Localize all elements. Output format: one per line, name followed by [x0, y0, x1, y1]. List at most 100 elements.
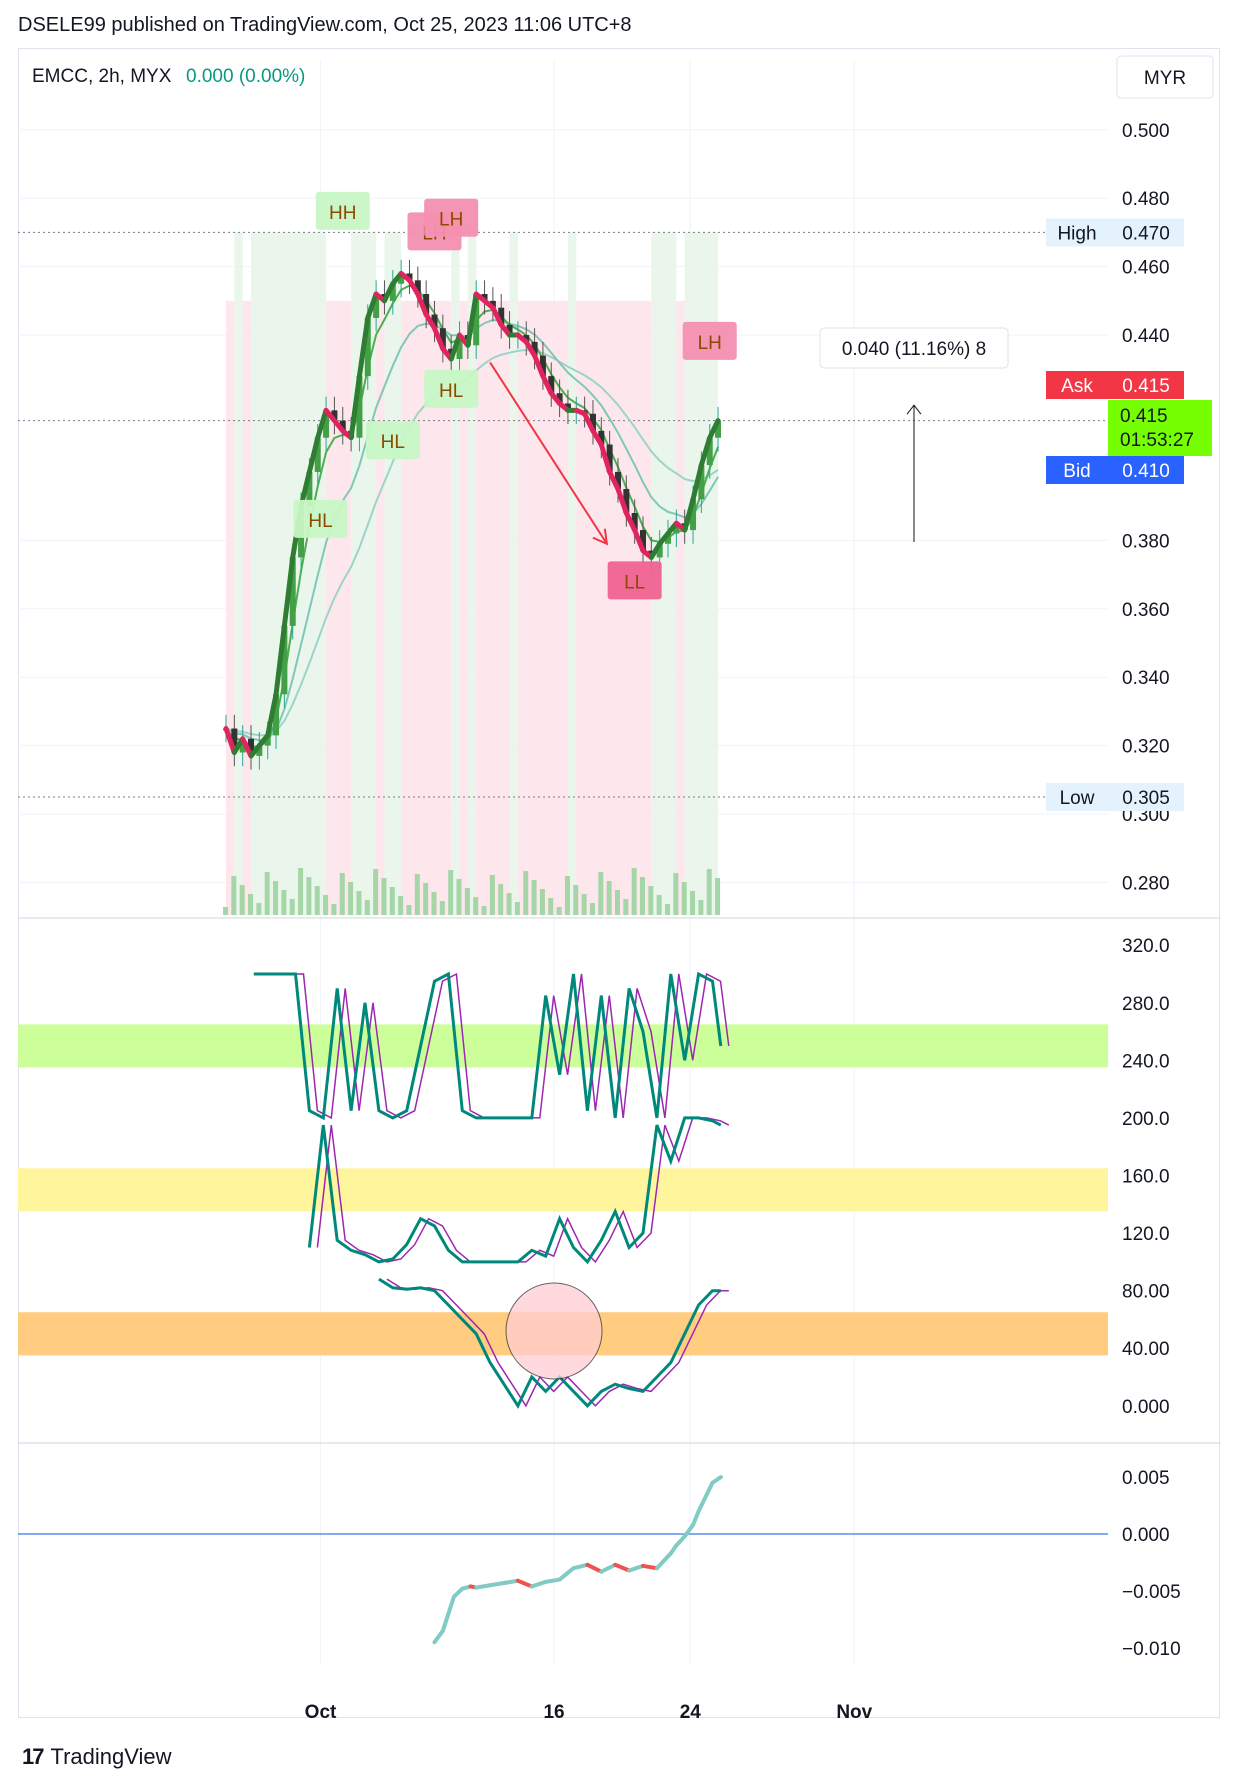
trend-close-line: [281, 554, 296, 629]
ask-badge-value-bg: [1108, 371, 1184, 399]
volume-bar: [523, 871, 529, 915]
high-badge-value: 0.470: [1122, 223, 1170, 244]
volume-bar: [298, 868, 304, 915]
candle-body: [248, 738, 255, 756]
momentum-line: [682, 1522, 696, 1539]
trend-zone: [292, 232, 302, 915]
price-tick-label: 0.460: [1122, 258, 1170, 279]
candle-body: [389, 283, 396, 301]
trend-zone: [401, 300, 410, 915]
candle-body: [431, 314, 438, 329]
volume-bar: [581, 894, 587, 915]
candle-body: [264, 735, 271, 746]
volume-bar: [339, 873, 345, 915]
volume-bar: [631, 868, 637, 915]
candle-body: [314, 437, 321, 472]
trend-zone: [542, 300, 552, 915]
trend-close-line: [707, 418, 721, 441]
countdown-value: 01:53:27: [1120, 430, 1194, 451]
trend-close-line: [690, 462, 704, 502]
trend-zone: [668, 232, 677, 915]
volume-bar: [481, 906, 487, 915]
high-badge-value-bg: [1108, 218, 1184, 247]
structure-label-text: LH: [439, 210, 463, 231]
volume-bar: [715, 878, 721, 915]
volume-bar: [456, 879, 462, 915]
measure-label-text: 0.040 (11.16%) 8: [842, 339, 986, 360]
candle-body: [548, 376, 555, 394]
candle-body: [481, 293, 488, 301]
structure-label-box: [682, 321, 737, 360]
oscillator-tick-label: 240.0: [1122, 1051, 1170, 1072]
trend-close-line: [348, 373, 362, 441]
trend-zone: [709, 232, 719, 915]
momentum-line: [599, 1562, 618, 1574]
oscillator-main-line: [378, 1277, 721, 1409]
price-tick-label: 0.500: [1122, 121, 1170, 142]
candle-body: [281, 625, 288, 695]
price-tick-label: 0.380: [1122, 531, 1170, 552]
bid-badge-value-bg: [1108, 456, 1184, 484]
volume-bar: [598, 872, 604, 915]
low-badge-value-bg: [1108, 782, 1184, 811]
trend-zone: [234, 232, 243, 915]
candle-body: [598, 430, 605, 445]
oscillator-tick-label: 200.0: [1122, 1109, 1170, 1130]
volume-bar: [648, 886, 654, 915]
candle-body: [589, 413, 596, 431]
candle-body: [698, 465, 705, 500]
candle-body: [331, 410, 338, 421]
oscillator-tick-label: 120.0: [1122, 1224, 1170, 1245]
candle-body: [423, 293, 430, 315]
candle-body: [473, 293, 480, 346]
bid-badge-label-bg: [1046, 456, 1108, 484]
trend-close-line: [615, 486, 629, 516]
trend-zone: [659, 232, 669, 915]
footer: 17 TradingView: [22, 1744, 172, 1770]
trend-close-line: [682, 496, 696, 533]
momentum-line: [529, 1579, 548, 1589]
candle-body: [339, 420, 346, 431]
trend-zone: [643, 300, 652, 915]
published-line: DSELE99 published on TradingView.com, Oc…: [18, 14, 632, 36]
candle-body: [373, 293, 380, 318]
trend-zone: [334, 300, 343, 915]
down-arrow-head: [592, 528, 609, 546]
trend-zone: [626, 300, 635, 915]
structure-label-text: HL: [439, 381, 463, 402]
trend-close-line: [623, 510, 638, 533]
time-tick-label: Nov: [836, 1702, 872, 1723]
oscillator-main-line: [307, 1116, 722, 1265]
candle-body: [231, 728, 238, 753]
trend-zone: [559, 300, 568, 915]
momentum-line: [515, 1578, 534, 1589]
candle-body: [531, 341, 538, 356]
trend-close-line: [490, 305, 504, 328]
trend-zone: [517, 300, 527, 915]
high-badge-label: High: [1057, 223, 1096, 244]
volume-bar: [348, 882, 354, 915]
momentum-line: [440, 1611, 451, 1633]
candle-body: [323, 410, 330, 438]
volume-bar: [256, 903, 262, 915]
structure-label-box: [315, 191, 370, 230]
volume-bar: [665, 904, 671, 915]
momentum-line: [613, 1562, 632, 1573]
trend-zone: [476, 300, 485, 915]
price-tick-label: 0.280: [1122, 873, 1170, 894]
trend-zone: [609, 300, 618, 915]
momentum-line: [488, 1581, 506, 1588]
chart-frame[interactable]: [18, 48, 1220, 1718]
structure-label-text: HH: [329, 203, 356, 224]
momentum-tick-label: −0.010: [1122, 1639, 1181, 1660]
trend-zone: [351, 232, 360, 915]
volume-bar: [573, 885, 579, 915]
volume-bar: [606, 881, 612, 915]
time-tick-label: 16: [543, 1702, 564, 1723]
candle-body: [523, 335, 530, 342]
oscillator-signal-line: [316, 1117, 730, 1264]
trend-close-line: [265, 691, 279, 738]
trend-close-line: [607, 469, 621, 492]
bid-badge-label: Bid: [1063, 461, 1090, 482]
